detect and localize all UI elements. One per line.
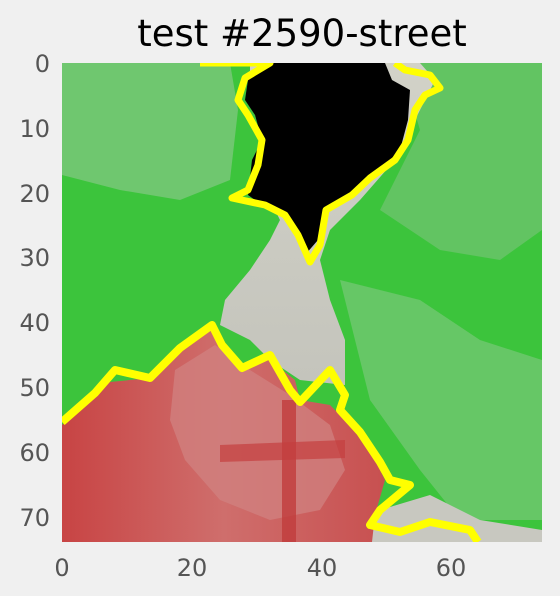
y-tick-label: 10 — [19, 115, 50, 143]
x-tick-label: 40 — [307, 554, 338, 582]
void-boundary — [200, 63, 444, 266]
building-boundary — [62, 321, 482, 542]
building-dark-row — [220, 440, 345, 462]
y-tick-label: 20 — [19, 180, 50, 208]
vegetation-light-region-left — [62, 63, 238, 200]
vegetation-light-region-right-lower — [340, 280, 542, 520]
x-tick-label: 20 — [177, 554, 208, 582]
y-tick-label: 60 — [19, 439, 50, 467]
void-region — [245, 63, 410, 255]
y-tick-label: 50 — [19, 374, 50, 402]
vegetation-light-region-right — [380, 63, 542, 260]
y-tick-label: 30 — [19, 244, 50, 272]
building-dark-stripe — [282, 400, 296, 542]
x-tick-label: 0 — [54, 554, 69, 582]
x-tick-label: 60 — [436, 554, 467, 582]
plot-area — [62, 63, 542, 542]
y-tick-label: 70 — [19, 504, 50, 532]
y-tick-label: 0 — [35, 50, 50, 78]
building-light-patch — [170, 345, 345, 520]
chart-title: test #2590-street — [137, 12, 467, 55]
y-tick-label: 40 — [19, 309, 50, 337]
